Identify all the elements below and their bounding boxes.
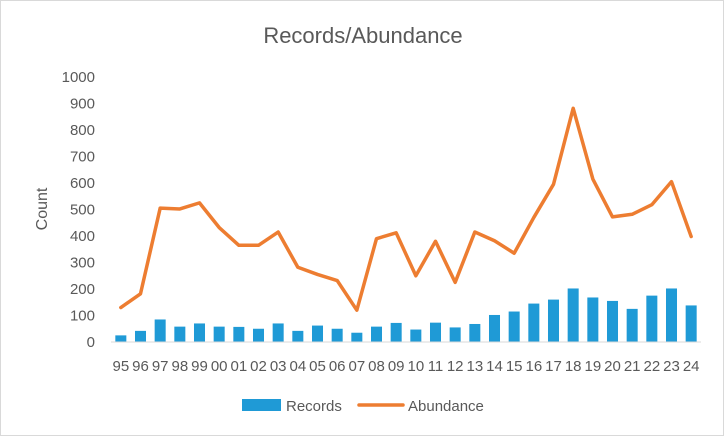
records-bar	[331, 328, 343, 342]
records-bar	[174, 326, 186, 342]
records-bar	[272, 323, 284, 342]
x-tick-label: 98	[171, 358, 188, 375]
x-tick-label: 21	[624, 358, 641, 375]
records-bar	[685, 305, 697, 342]
records-bar	[528, 303, 540, 342]
x-axis-tick-labels: 95 96 97 98 99 00 01 02 03 04 05 06 07 08 09 10 11 12 13 14…	[112, 358, 699, 375]
x-tick-label: 13	[466, 358, 483, 375]
x-tick-label: 11	[428, 358, 444, 375]
records-bar	[606, 300, 619, 342]
records-bar	[233, 326, 245, 342]
y-tick-label: 100	[70, 308, 95, 325]
x-tick-label: 17	[545, 358, 562, 375]
x-tick-label: 95	[112, 358, 129, 375]
x-tick-label: 19	[584, 358, 601, 375]
y-axis-tick-labels: 0 100 200 300 400 500 600 700 800 900 1000	[62, 69, 95, 351]
x-tick-label: 99	[191, 358, 208, 375]
x-tick-label: 07	[348, 358, 365, 375]
x-tick-label: 10	[407, 358, 424, 375]
x-tick-label: 00	[211, 358, 228, 375]
x-tick-label: 96	[132, 358, 149, 375]
x-tick-label: 22	[643, 358, 660, 375]
records-bar	[488, 314, 501, 342]
x-tick-label: 14	[486, 358, 503, 375]
records-bars	[115, 288, 697, 342]
x-tick-label: 09	[388, 358, 405, 375]
y-tick-label: 0	[87, 334, 95, 351]
x-tick-label: 06	[329, 358, 346, 375]
records-bar	[410, 329, 422, 342]
legend: Records Abundance	[242, 398, 484, 415]
x-tick-label: 08	[368, 358, 385, 375]
x-tick-label: 15	[506, 358, 523, 375]
records-bar	[193, 323, 206, 342]
records-bar	[665, 288, 678, 342]
records-bar	[252, 328, 265, 342]
x-tick-label: 23	[663, 358, 680, 375]
y-tick-label: 800	[70, 122, 95, 139]
x-tick-label: 03	[270, 358, 287, 375]
abundance-line	[119, 106, 693, 312]
y-tick-label: 400	[70, 228, 95, 245]
x-tick-label: 18	[565, 358, 582, 375]
y-tick-label: 600	[70, 175, 95, 192]
chart-title: Records/Abundance	[263, 23, 462, 48]
records-bar	[646, 295, 658, 342]
legend-label-abundance: Abundance	[408, 398, 484, 415]
records-bar	[587, 297, 599, 342]
x-tick-label: 16	[525, 358, 542, 375]
records-bar	[154, 319, 166, 342]
records-bar	[115, 335, 127, 342]
x-tick-label: 24	[683, 358, 700, 375]
y-tick-label: 200	[70, 281, 95, 298]
records-bar	[508, 311, 520, 342]
x-tick-label: 04	[289, 358, 306, 375]
records-bar	[547, 299, 560, 342]
x-tick-label: 05	[309, 358, 326, 375]
records-bar	[213, 326, 225, 342]
x-tick-label: 97	[152, 358, 169, 375]
x-tick-label: 02	[250, 358, 267, 375]
legend-swatch-records	[242, 399, 281, 411]
y-tick-label: 700	[70, 149, 95, 166]
records-bar	[390, 322, 402, 342]
y-axis-title: Count	[34, 187, 51, 230]
y-tick-label: 900	[70, 96, 95, 113]
records-bar	[429, 322, 442, 342]
y-tick-label: 1000	[62, 69, 95, 86]
records-bar	[134, 330, 147, 342]
legend-label-records: Records	[286, 398, 342, 415]
x-tick-label: 20	[604, 358, 621, 375]
records-bar	[370, 326, 383, 342]
x-tick-label: 01	[230, 358, 247, 375]
records-bar	[449, 327, 461, 342]
records-bar	[626, 308, 638, 342]
y-tick-label: 300	[70, 255, 95, 272]
records-bar	[567, 288, 579, 342]
x-tick-label: 12	[447, 358, 464, 375]
records-bar	[351, 332, 363, 342]
records-bar	[469, 323, 481, 342]
y-tick-label: 500	[70, 202, 95, 219]
records-bar	[311, 325, 324, 342]
records-bar	[292, 330, 304, 342]
